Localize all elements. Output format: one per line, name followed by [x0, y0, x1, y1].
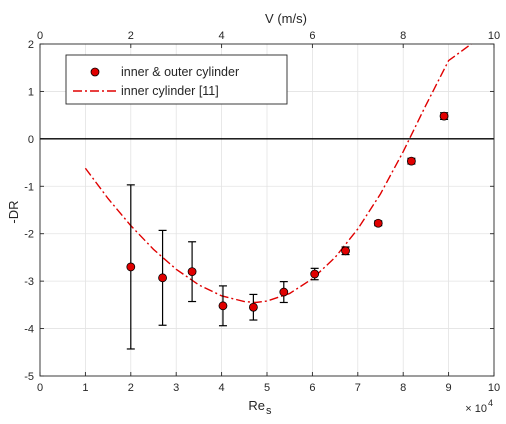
x-tick-label: 3 — [173, 382, 179, 394]
data-point — [187, 267, 197, 277]
x-tick-label: 4 — [219, 382, 225, 394]
y-tick-label: 1 — [28, 86, 34, 98]
x-top-axis-ticks: 0 2 4 6 8 10 — [37, 30, 500, 48]
data-point — [248, 302, 258, 312]
data-point — [279, 287, 289, 297]
x-tick-label: 8 — [400, 382, 406, 394]
y-tick-label: -5 — [24, 371, 34, 383]
x-axis-label: Re — [248, 398, 265, 413]
data-point — [310, 269, 320, 279]
x-top-tick-label: 0 — [37, 30, 43, 42]
x-axis-ticks: 0 1 2 3 4 5 6 7 8 9 10 — [37, 372, 500, 394]
data-point — [406, 156, 416, 166]
y-tick-label: -3 — [24, 276, 34, 288]
legend-label-series-2: inner cylinder [11] — [121, 84, 219, 98]
data-point — [439, 111, 449, 121]
x-exponent-power: 4 — [488, 398, 493, 408]
y-tick-label: -1 — [24, 181, 34, 193]
x-tick-label: 9 — [446, 382, 452, 394]
legend-marker-icon — [90, 67, 100, 77]
x-tick-label: 1 — [82, 382, 88, 394]
data-point — [218, 301, 228, 311]
series-inner-cylinder-line — [84, 43, 472, 304]
x-axis-label-subscript: s — [266, 405, 272, 417]
x-top-tick-label: 6 — [309, 30, 315, 42]
plot-frame — [39, 43, 495, 377]
x-tick-label: 0 — [37, 382, 43, 394]
x-top-tick-label: 8 — [400, 30, 406, 42]
x-exponent-label: × 10 — [465, 403, 487, 415]
x-tick-label: 10 — [488, 382, 500, 394]
x-tick-label: 7 — [355, 382, 361, 394]
data-point — [341, 246, 350, 256]
y-tick-label: -2 — [24, 229, 34, 241]
series-markers — [126, 111, 449, 312]
legend: inner & outer cylinder inner cylinder [1… — [65, 54, 288, 105]
x-tick-label: 6 — [309, 382, 315, 394]
data-point — [158, 273, 167, 283]
data-point — [126, 262, 136, 272]
y-tick-label: 0 — [28, 134, 34, 146]
x-tick-label: 2 — [128, 382, 134, 394]
x-top-tick-label: 4 — [219, 30, 225, 42]
data-point — [373, 218, 383, 228]
x-top-axis-label: V (m/s) — [265, 11, 307, 26]
x-top-tick-label: 2 — [128, 30, 134, 42]
legend-label-series-1: inner & outer cylinder — [121, 65, 239, 79]
legend-box — [65, 54, 288, 105]
x-top-tick-label: 10 — [488, 30, 500, 42]
y-tick-label: 2 — [28, 39, 34, 51]
y-axis-label: -DR — [6, 200, 21, 223]
y-tick-label: -4 — [24, 324, 34, 336]
x-tick-label: 5 — [264, 382, 270, 394]
